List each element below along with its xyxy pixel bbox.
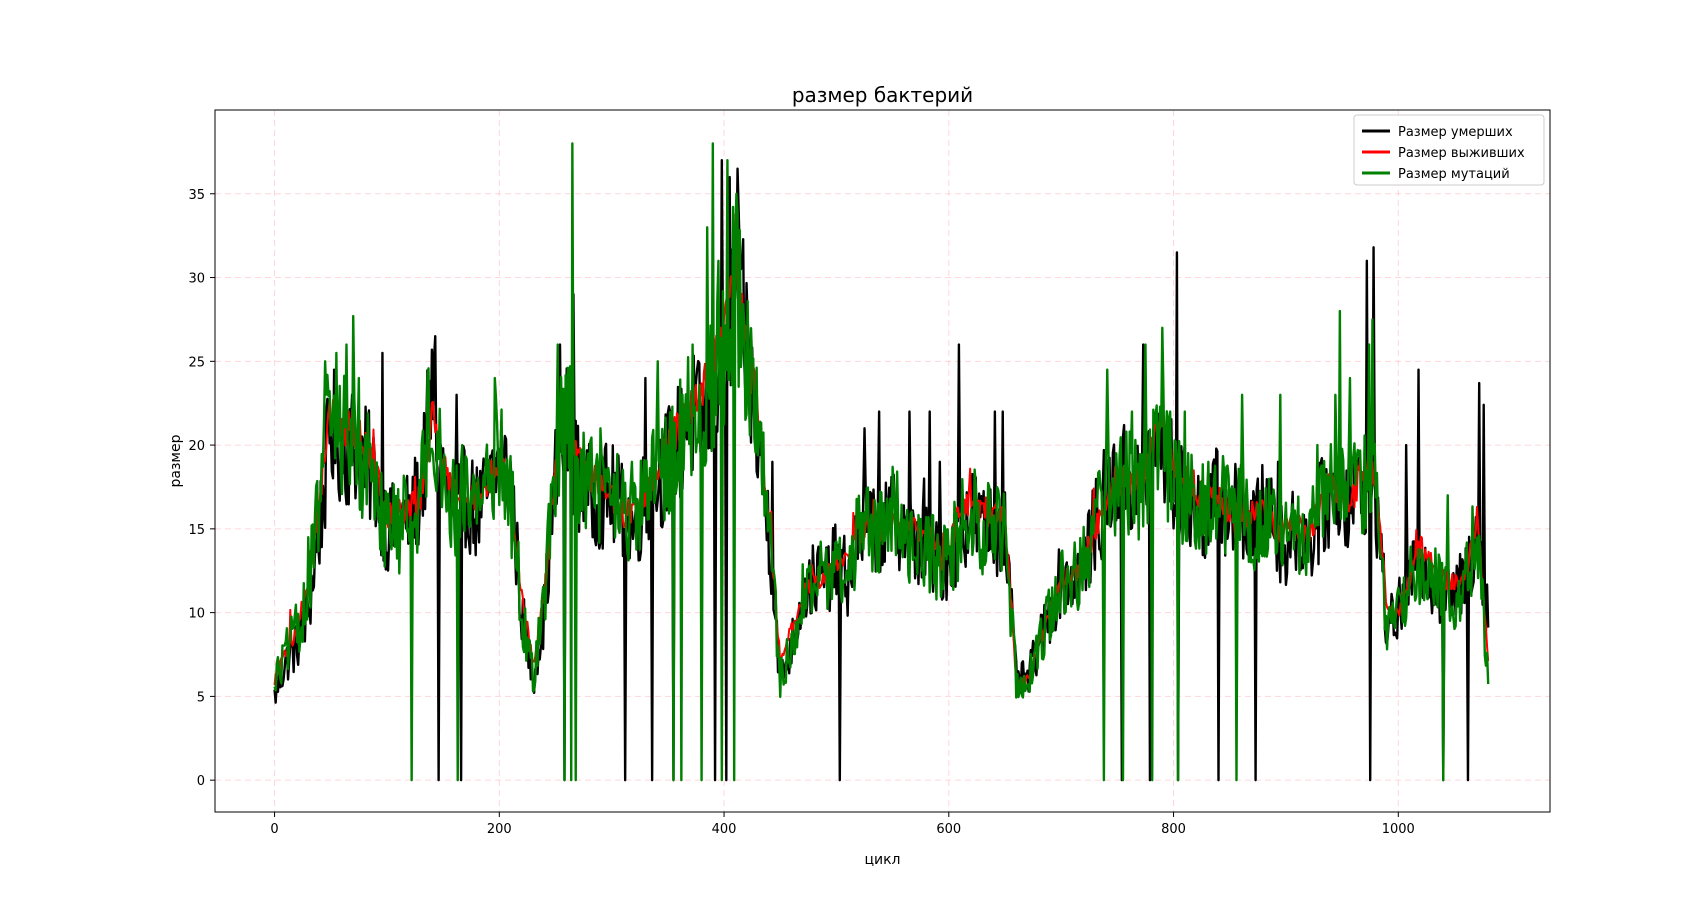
y-axis: 0 5 10 15 20 25 30 35 xyxy=(188,188,215,789)
legend-label: Размер умерших xyxy=(1398,125,1513,140)
x-tick-label: 600 xyxy=(936,822,961,837)
y-tick-label: 15 xyxy=(188,523,205,538)
y-tick-label: 20 xyxy=(188,439,205,454)
y-tick-label: 30 xyxy=(188,272,205,287)
x-axis-label: цикл xyxy=(864,852,900,868)
legend: Размер умерших Размер выживших Размер мута… xyxy=(1353,114,1545,186)
y-tick-label: 10 xyxy=(188,607,205,622)
y-tick-label: 25 xyxy=(188,355,205,370)
plot-frame xyxy=(214,109,1551,813)
x-tick-label: 200 xyxy=(487,822,512,837)
x-tick-label: 1000 xyxy=(1382,822,1415,837)
legend-box xyxy=(1353,114,1545,186)
series-line-3 xyxy=(273,142,1490,782)
x-tick-label: 0 xyxy=(270,822,278,837)
legend-label: Размер мутаций xyxy=(1398,167,1510,182)
series-lines xyxy=(273,142,1490,782)
chart-title: размер бактерий xyxy=(792,83,973,107)
y-tick-label: 0 xyxy=(197,774,205,789)
y-tick-label: 35 xyxy=(188,188,205,203)
legend-label: Размер выживших xyxy=(1398,146,1525,161)
x-tick-label: 400 xyxy=(712,822,737,837)
y-axis-label: размер xyxy=(168,434,184,487)
y-tick-label: 5 xyxy=(197,690,205,705)
x-axis: 0 200 400 600 800 1000 xyxy=(270,812,1415,837)
x-tick-label: 800 xyxy=(1161,822,1186,837)
